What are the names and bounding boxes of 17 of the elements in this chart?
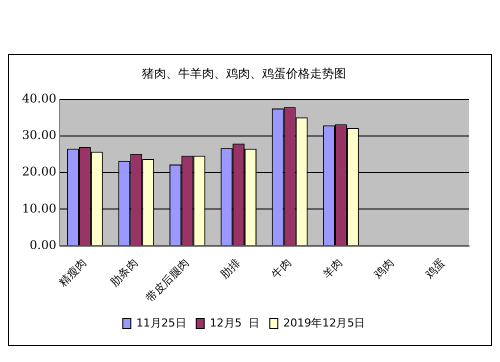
y-tick-label: 0.00 xyxy=(30,238,56,252)
legend-label: 11月25日 xyxy=(136,316,186,330)
x-tick-label: 牛肉 xyxy=(269,256,294,282)
legend-label: 2019年12月5日 xyxy=(283,316,366,330)
x-tick-label: 精瘦肉 xyxy=(56,256,90,289)
legend-label: 12月5 日 xyxy=(210,316,260,330)
y-tick-label: 20.00 xyxy=(22,164,56,179)
y-tick-label: 40.00 xyxy=(22,92,56,106)
x-tick-label: 羊肉 xyxy=(320,256,346,282)
x-tick-label: 带皮后腿肉 xyxy=(143,256,192,304)
x-tick-label: 肋排 xyxy=(218,256,243,282)
chart-title: 猪肉、牛羊肉、鸡肉、鸡蛋价格走势图 xyxy=(142,66,346,80)
x-tick-label: 肋条肉 xyxy=(108,256,140,289)
x-tick-label: 鸡蛋 xyxy=(422,256,448,282)
y-tick-label: 30.00 xyxy=(22,128,56,142)
y-tick-label: 10.00 xyxy=(22,201,56,216)
x-tick-label: 鸡肉 xyxy=(370,256,396,282)
